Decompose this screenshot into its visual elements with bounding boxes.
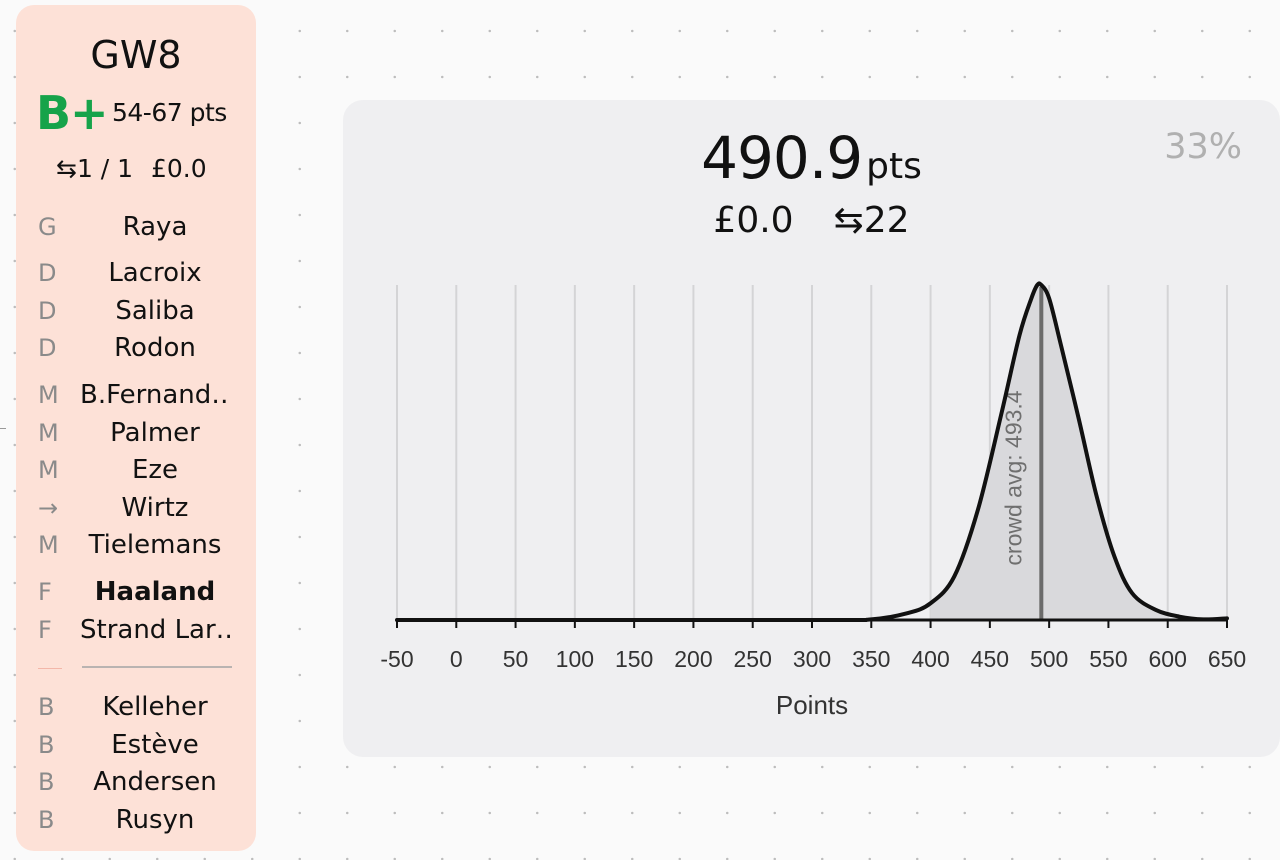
x-tick-label: 350 [852, 646, 890, 672]
points-distribution-chart: crowd avg: 493.4 -50 0 50 100 150 200 250 300 350… [380, 281, 1246, 720]
player-name: Palmer [110, 418, 200, 448]
x-tick-label: 100 [556, 646, 594, 672]
player-position: M [38, 381, 59, 409]
panel-summary: £0.0 ⇆22 [343, 200, 1280, 242]
bench-player-row[interactable]: B Rusyn [16, 802, 256, 838]
x-tick-label: 650 [1208, 646, 1246, 672]
total-points-value: 490.9 [701, 124, 863, 192]
player-position: → [38, 494, 59, 522]
x-tick-label: 550 [1089, 646, 1127, 672]
bench-divider-left [38, 668, 62, 669]
x-axis-label: Points [776, 690, 848, 720]
player-position: M [38, 531, 59, 559]
x-tick-label: 150 [615, 646, 653, 672]
player-position: D [38, 297, 57, 325]
player-row[interactable]: → Wirtz [16, 490, 256, 526]
total-points: 490.9 pts [343, 126, 1280, 205]
player-row[interactable]: D Rodon [16, 330, 256, 366]
player-name: Kelleher [102, 692, 208, 722]
player-name: Saliba [115, 296, 195, 326]
x-tick-label: 0 [450, 646, 463, 672]
player-name: Andersen [93, 767, 217, 797]
x-tick-label: 200 [674, 646, 712, 672]
transfers-count: ⇆1 / 1 [56, 154, 134, 183]
x-tick-label: -50 [380, 646, 413, 672]
percentile-label: 33% [1164, 127, 1242, 167]
x-tick-label: 300 [793, 646, 831, 672]
panel-bank: £0.0 [713, 200, 794, 241]
player-position: M [38, 456, 59, 484]
player-name: Estève [111, 730, 199, 760]
player-row[interactable]: F Strand Lar… [16, 612, 256, 648]
player-name: Rusyn [115, 805, 195, 835]
x-tick-label: 500 [1030, 646, 1068, 672]
x-tick-label: 600 [1149, 646, 1187, 672]
grade-row: B+ 54-67 pts [16, 89, 256, 139]
player-row[interactable]: D Lacroix [16, 255, 256, 291]
bench-player-row[interactable]: B Kelleher [16, 689, 256, 725]
player-name: Strand Lar… [80, 615, 230, 645]
player-row[interactable]: D Saliba [16, 293, 256, 329]
x-tick-label: 400 [911, 646, 949, 672]
crowd-average-label: crowd avg: 493.4 [1000, 390, 1026, 565]
player-position: F [38, 578, 52, 606]
player-name: Haaland [94, 577, 216, 607]
gameweek-title: GW8 [90, 33, 182, 77]
player-row[interactable]: M Eze [16, 452, 256, 488]
bank-value: £0.0 [151, 154, 207, 183]
x-tick-label: 450 [971, 646, 1009, 672]
edge-tick [0, 428, 6, 429]
player-name: B.Fernand… [80, 380, 230, 410]
player-row[interactable]: G Raya [16, 209, 256, 245]
player-name: Lacroix [108, 258, 202, 288]
player-name: Raya [122, 212, 188, 242]
player-position: B [38, 768, 55, 796]
x-tick-label: 50 [503, 646, 529, 672]
total-points-unit: pts [866, 146, 922, 187]
points-range: 54-67 pts [112, 98, 227, 127]
player-position: B [38, 731, 55, 759]
player-row[interactable]: M Tielemans [16, 527, 256, 563]
player-position: D [38, 334, 57, 362]
player-position: F [38, 616, 52, 644]
bench-divider [82, 666, 232, 668]
panel-transfers: ⇆22 [833, 200, 910, 241]
player-name: Rodon [114, 333, 196, 363]
team-card: GW8 B+ 54-67 pts ⇆1 / 1 £0.0 G Raya D Lacro… [16, 5, 256, 851]
x-tick-label: 250 [734, 646, 772, 672]
bench-player-row[interactable]: B Andersen [16, 764, 256, 800]
player-row[interactable]: M B.Fernand… [16, 377, 256, 413]
projection-panel: 33% 490.9 pts £0.0 ⇆22 crowd avg: 493.4 -50… [343, 100, 1280, 757]
bench-player-row[interactable]: B Estève [16, 727, 256, 763]
player-position: M [38, 419, 59, 447]
grade-badge: B+ [36, 86, 109, 140]
player-position: B [38, 693, 55, 721]
player-name: Tielemans [88, 530, 222, 560]
shaded-area [930, 283, 1168, 620]
player-position: G [38, 213, 57, 241]
player-row[interactable]: M Palmer [16, 415, 256, 451]
player-row[interactable]: F Haaland [16, 574, 256, 610]
player-name: Wirtz [121, 493, 189, 523]
player-name: Eze [131, 455, 179, 485]
player-position: B [38, 806, 55, 834]
player-position: D [38, 259, 57, 287]
